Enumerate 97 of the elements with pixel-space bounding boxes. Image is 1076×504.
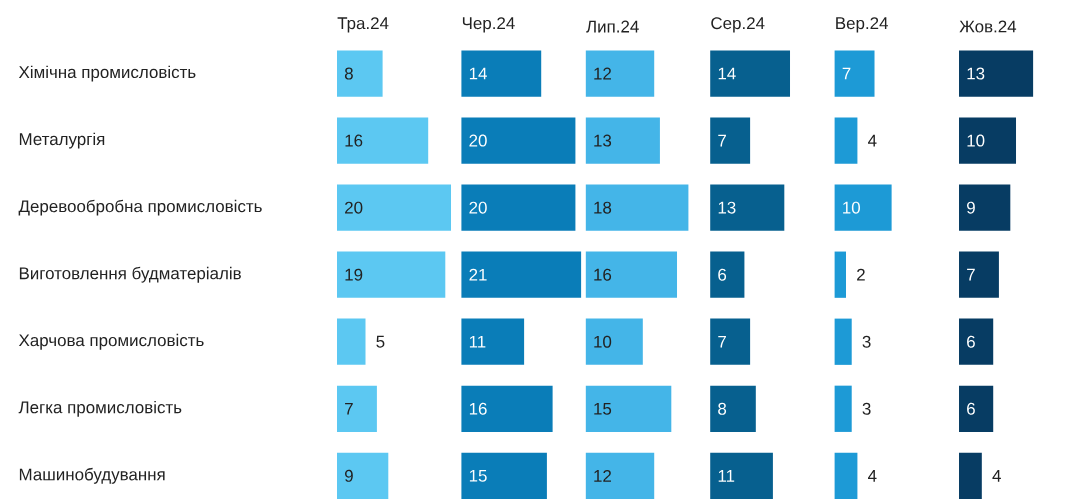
- bar: [834, 184, 892, 231]
- data-label: 12: [594, 67, 611, 80]
- data-label: 13: [594, 134, 612, 147]
- bar: [337, 184, 451, 231]
- bar: [585, 117, 660, 164]
- data-label: 21: [469, 268, 487, 281]
- data-label: 12: [594, 469, 611, 482]
- data-label: 7: [345, 402, 353, 415]
- bar: [585, 318, 643, 365]
- y-tick-label: Машинобудування: [19, 467, 165, 484]
- data-label: 8: [344, 67, 353, 80]
- y-tick-label: Металургія: [19, 132, 105, 149]
- bar: [710, 50, 791, 97]
- data-label: 6: [967, 335, 975, 348]
- data-label: 6: [967, 402, 975, 415]
- bar: [834, 385, 852, 432]
- bar: [461, 184, 576, 231]
- y-tick-label: Хімічна промисловість: [18, 65, 196, 82]
- bar: [710, 452, 773, 499]
- chart-title: Вер.24: [836, 17, 888, 33]
- bar: [337, 452, 389, 499]
- bar: [710, 251, 745, 298]
- bar: [834, 117, 858, 164]
- bar: [959, 318, 994, 365]
- bar: [337, 318, 366, 365]
- bar: [461, 251, 582, 298]
- data-label: 20: [345, 201, 363, 214]
- data-label: 4: [868, 470, 877, 482]
- chart-title: Сер.24: [711, 17, 765, 33]
- bar: [337, 117, 429, 164]
- bar: [461, 385, 553, 432]
- data-label: 7: [718, 134, 726, 147]
- bar: [585, 452, 655, 499]
- bar: [585, 50, 655, 97]
- y-tick-label: Виготовлення будматеріалів: [19, 266, 241, 283]
- data-label: 15: [469, 469, 487, 482]
- y-tick-label: Деревообробна промисловість: [18, 199, 262, 216]
- bar: [959, 251, 999, 298]
- data-label: 3: [862, 335, 871, 348]
- y-tick-label: Легка промисловість: [18, 400, 182, 417]
- bar: [710, 318, 751, 365]
- data-label: 11: [469, 335, 486, 348]
- data-label: 7: [718, 335, 726, 348]
- data-label: 10: [843, 201, 860, 214]
- chart-title: Жов.24: [959, 20, 1017, 33]
- data-label: 10: [594, 335, 612, 348]
- bar: [834, 251, 847, 298]
- bar: [834, 452, 858, 499]
- bar: [585, 184, 689, 231]
- bar: [959, 50, 1034, 97]
- data-label: 4: [992, 470, 1001, 482]
- data-label: 5: [376, 335, 385, 348]
- data-label: 7: [842, 67, 851, 80]
- data-label: 16: [594, 268, 612, 281]
- bar: [959, 184, 1011, 231]
- data-label: 20: [469, 201, 487, 214]
- bar: [959, 452, 982, 499]
- chart-title: Чер.24: [462, 17, 515, 33]
- bar: [461, 50, 542, 97]
- data-label: 19: [345, 268, 363, 281]
- chart-title: Тра.24: [337, 17, 389, 33]
- data-label: 15: [594, 402, 612, 415]
- data-label: 13: [967, 67, 985, 80]
- data-label: 13: [718, 201, 736, 214]
- bar: [337, 50, 383, 97]
- bar: [959, 117, 1017, 164]
- data-label: 16: [345, 134, 363, 147]
- bar: [710, 184, 785, 231]
- data-label: 10: [967, 134, 985, 147]
- bar: [834, 318, 852, 365]
- bar: [834, 50, 875, 97]
- bar: [337, 251, 446, 298]
- data-label: 7: [967, 268, 975, 281]
- bar: [461, 452, 547, 499]
- bar: [337, 385, 377, 432]
- bar: [585, 251, 678, 298]
- data-label: 6: [718, 268, 727, 281]
- bar: [461, 117, 576, 164]
- data-label: 8: [718, 402, 727, 415]
- data-label: 2: [857, 268, 865, 281]
- data-label: 11: [718, 470, 735, 482]
- bar: [959, 385, 994, 432]
- data-label: 4: [868, 134, 877, 147]
- data-label: 16: [469, 402, 487, 415]
- bar: [710, 117, 751, 164]
- data-label: 14: [469, 67, 487, 80]
- y-tick-label: Харчова промисловість: [18, 333, 204, 350]
- chart-title: Лип.24: [586, 20, 639, 33]
- bar: [710, 385, 756, 432]
- data-label: 9: [967, 201, 975, 214]
- data-label: 20: [469, 134, 487, 147]
- bar: [585, 385, 672, 432]
- data-label: 9: [345, 469, 353, 482]
- data-label: 18: [594, 201, 612, 214]
- data-label: 14: [718, 67, 736, 80]
- data-label: 3: [862, 402, 871, 415]
- bar: [461, 318, 525, 365]
